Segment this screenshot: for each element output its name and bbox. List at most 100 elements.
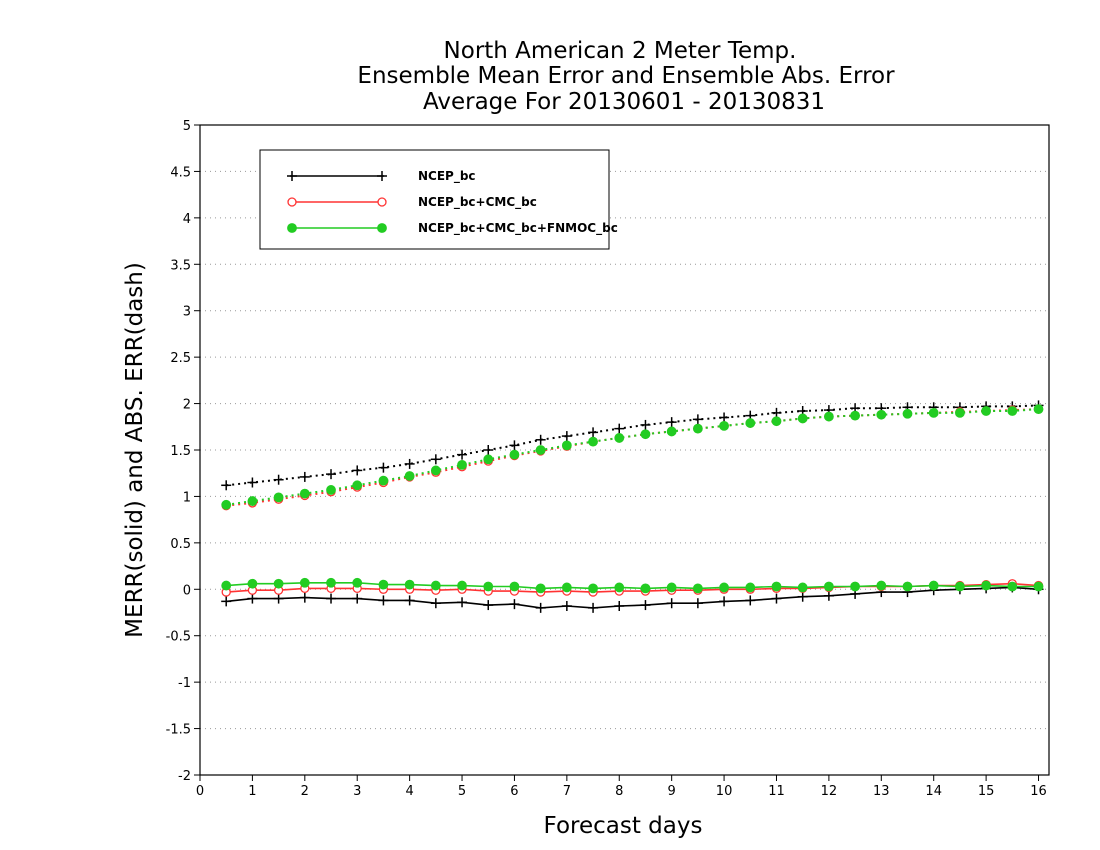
abs-error-point — [902, 408, 913, 419]
mean-error-point — [823, 590, 834, 601]
abs-error-point — [483, 454, 494, 465]
mean-error-point — [745, 582, 756, 593]
series-NCEP_bc — [221, 400, 1044, 613]
x-tick-label: 4 — [405, 784, 413, 799]
legend-label: NCEP_bc+CMC_bc+FNMOC_bc — [418, 221, 618, 236]
mean-error-point — [928, 580, 939, 591]
legend-label: NCEP_bc — [418, 169, 476, 184]
abs-error-line — [226, 408, 1039, 506]
abs-error-point — [692, 423, 703, 434]
abs-error-point — [378, 475, 389, 486]
mean-error-point — [535, 583, 546, 594]
grid-lines — [200, 170, 1049, 730]
mean-error-point — [299, 592, 310, 603]
x-tick-label: 10 — [716, 784, 733, 799]
x-tick-label: 11 — [768, 784, 785, 799]
abs-error-point — [326, 469, 337, 480]
mean-error-point — [483, 581, 494, 592]
y-tick-label: 3 — [183, 305, 191, 320]
mean-error-point — [299, 577, 310, 588]
y-tick-label: -1 — [178, 676, 191, 691]
series-NCEP_bc+CMC_bc — [221, 404, 1044, 597]
x-tick-label: 3 — [353, 784, 361, 799]
legend-marker — [287, 223, 297, 233]
chart-title-line-3: Average For 20130601 - 20130831 — [423, 89, 825, 115]
mean-error-point — [1007, 581, 1018, 592]
mean-error-point — [561, 601, 572, 611]
x-axis-label: Forecast days — [544, 813, 703, 839]
legend-marker — [377, 197, 387, 207]
mean-error-line — [226, 581, 1039, 590]
x-tick-label: 6 — [510, 784, 518, 799]
abs-error-point — [221, 499, 232, 510]
y-tick-label: 1.5 — [170, 444, 191, 459]
mean-error-point — [1033, 581, 1044, 592]
abs-error-point — [771, 416, 782, 427]
x-tick-label: 15 — [978, 784, 995, 799]
mean-error-point — [430, 598, 441, 609]
y-tick-label: 0.5 — [170, 537, 191, 552]
mean-error-point — [797, 582, 808, 593]
abs-error-point — [692, 414, 703, 425]
mean-error-point — [352, 577, 363, 588]
abs-error-point — [509, 449, 520, 460]
mean-error-point — [640, 583, 651, 594]
mean-error-point — [404, 595, 415, 606]
legend-marker — [287, 197, 297, 207]
mean-error-point — [614, 582, 625, 593]
abs-error-point — [299, 488, 310, 499]
mean-error-point — [247, 578, 258, 589]
abs-error-point — [221, 480, 232, 491]
x-tick-label: 2 — [301, 784, 309, 799]
abs-error-point — [404, 471, 415, 481]
mean-error-point — [378, 579, 389, 590]
abs-error-point — [666, 417, 677, 428]
y-tick-label: 2 — [183, 398, 191, 413]
x-tick-label: 13 — [873, 784, 890, 799]
abs-error-point — [876, 409, 887, 420]
mean-error-point — [666, 582, 677, 593]
mean-error-point — [221, 596, 232, 607]
mean-error-point — [719, 596, 730, 607]
mean-error-point — [745, 595, 756, 606]
y-axis-label: MERR(solid) and ABS. ERR(dash) — [122, 262, 148, 638]
mean-error-point — [509, 581, 520, 592]
abs-error-point — [640, 429, 651, 440]
abs-error-point — [955, 407, 965, 418]
abs-error-point — [273, 492, 284, 503]
abs-error-point — [588, 427, 599, 438]
legend-marker — [287, 171, 297, 181]
abs-error-point — [247, 496, 258, 506]
mean-error-point — [955, 581, 965, 592]
mean-error-point — [692, 598, 703, 609]
y-tick-label: -2 — [178, 769, 191, 784]
mean-error-point — [247, 593, 258, 604]
series-group — [221, 400, 1044, 613]
y-tick-label: 3.5 — [170, 258, 191, 273]
abs-error-point — [326, 485, 336, 495]
mean-error-point — [614, 601, 625, 611]
abs-error-point — [614, 433, 625, 443]
abs-error-line — [226, 408, 1039, 507]
legend: NCEP_bc NCEP_bc+CMC_bc NCEP_bc+CMC_bc+FNMO… — [259, 149, 618, 250]
abs-error-point — [535, 445, 546, 455]
mean-error-point — [509, 599, 520, 610]
abs-error-point — [457, 449, 468, 460]
legend-marker — [377, 223, 387, 233]
abs-error-point — [561, 440, 572, 451]
mean-error-point — [692, 583, 703, 594]
abs-error-point — [299, 471, 310, 482]
abs-error-point — [928, 407, 939, 418]
abs-error-point — [561, 431, 572, 442]
abs-error-point — [771, 407, 782, 418]
mean-error-point — [640, 600, 651, 611]
mean-error-point — [588, 602, 599, 613]
mean-error-point — [902, 581, 913, 592]
legend-marker — [377, 171, 387, 181]
mean-error-point — [273, 578, 284, 589]
abs-error-point — [614, 423, 625, 434]
mean-error-point — [430, 580, 441, 591]
abs-error-point — [247, 477, 258, 488]
y-tick-label: 1 — [183, 490, 191, 505]
